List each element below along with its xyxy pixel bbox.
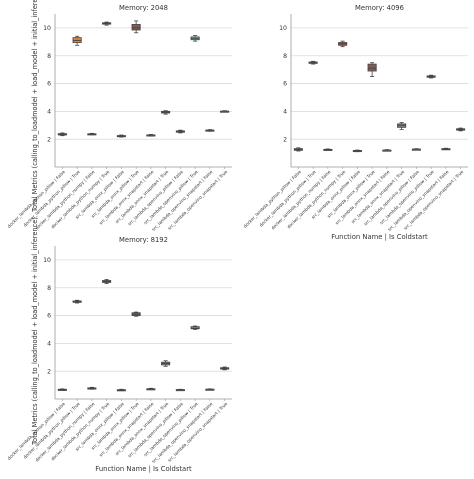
panel-title: Memory: 4096 [355,4,404,12]
box-plot [146,387,156,391]
y-tick-label: 2 [47,368,51,375]
box-iqr [367,63,377,72]
box-plot [131,20,141,34]
box-plot [87,132,97,136]
box-plot [293,147,303,152]
box-plot [175,129,185,134]
box-plot [175,388,185,392]
y-tick-label: 4 [47,341,51,348]
box-plot [308,60,318,65]
box-plot [116,388,126,392]
box-plot [72,35,82,46]
box-plot [57,132,67,137]
box-plot [205,388,215,391]
box-plot [411,148,421,151]
x-tick-label: src_lambda_onnx_snapstart | True [114,401,170,457]
box-plot [72,299,82,304]
x-axis-label: Function Name | Is Coldstart [331,233,428,241]
box-plot [131,311,141,317]
y-tick-label: 2 [283,136,287,143]
box-plot [352,149,362,153]
box-plot [220,110,230,113]
y-axis-label: Total Metrics (calling_to_loadmodel + lo… [31,0,39,213]
box-plot [190,325,200,330]
box-plot [367,62,377,77]
x-tick-label: src_lambda_onnx_snapstart | True [350,169,406,225]
chart-panel: 2 4 6 8 10 Memory: 4096 docker_lambda_python_p… [242,4,468,241]
box-plot [161,360,171,367]
box-plot [102,278,112,284]
x-tick-label: src_lambda_openvino_pillow | True [143,169,200,226]
x-axis-label: Function Name | Is Coldstart [95,465,192,473]
x-tick-label: src_lambda_onnx_snapstart | True [114,169,170,225]
x-tick-label: src_lambda_openvino_pillow | True [379,169,436,226]
box-plot [146,134,156,137]
y-tick-label: 6 [283,81,287,88]
x-tick-label: docker_lambda_python_numpy | False [34,169,96,231]
box-iqr [131,24,141,31]
box-plot [116,134,126,138]
x-tick-label: src_lambda_openvino_pillow | True [143,401,200,458]
y-tick-label: 2 [47,136,51,143]
y-tick-label: 10 [43,257,51,264]
box-plot [205,129,215,132]
y-tick-label: 8 [283,53,287,60]
box-plot [323,148,333,151]
box-plot [338,40,348,48]
box-plot [382,149,392,152]
box-plot [441,147,451,151]
y-tick-label: 4 [47,109,51,116]
y-tick-label: 6 [47,81,51,88]
box-plot [456,127,466,132]
y-axis-label: Total Metrics (calling_to_loadmodel + lo… [31,217,39,446]
box-plot [161,110,171,115]
box-plot [57,388,67,391]
box-plot [102,21,112,26]
y-tick-label: 6 [47,313,51,320]
box-plot [397,122,407,130]
x-tick-label: docker_lambda_python_pillow | True [258,169,318,229]
panel-title: Memory: 8192 [119,236,168,244]
x-tick-label: docker_lambda_python_numpy | False [34,401,96,463]
box-plot [426,74,436,79]
panel-title: Memory: 2048 [119,4,168,12]
box-plot [220,366,230,371]
box-plot [87,386,97,390]
y-tick-label: 4 [283,109,287,116]
x-tick-label: docker_lambda_python_numpy | False [270,169,332,231]
y-tick-label: 10 [43,25,51,32]
y-tick-label: 8 [47,285,51,292]
y-tick-label: 8 [47,53,51,60]
y-tick-label: 10 [279,25,287,32]
box-plot [190,35,200,42]
